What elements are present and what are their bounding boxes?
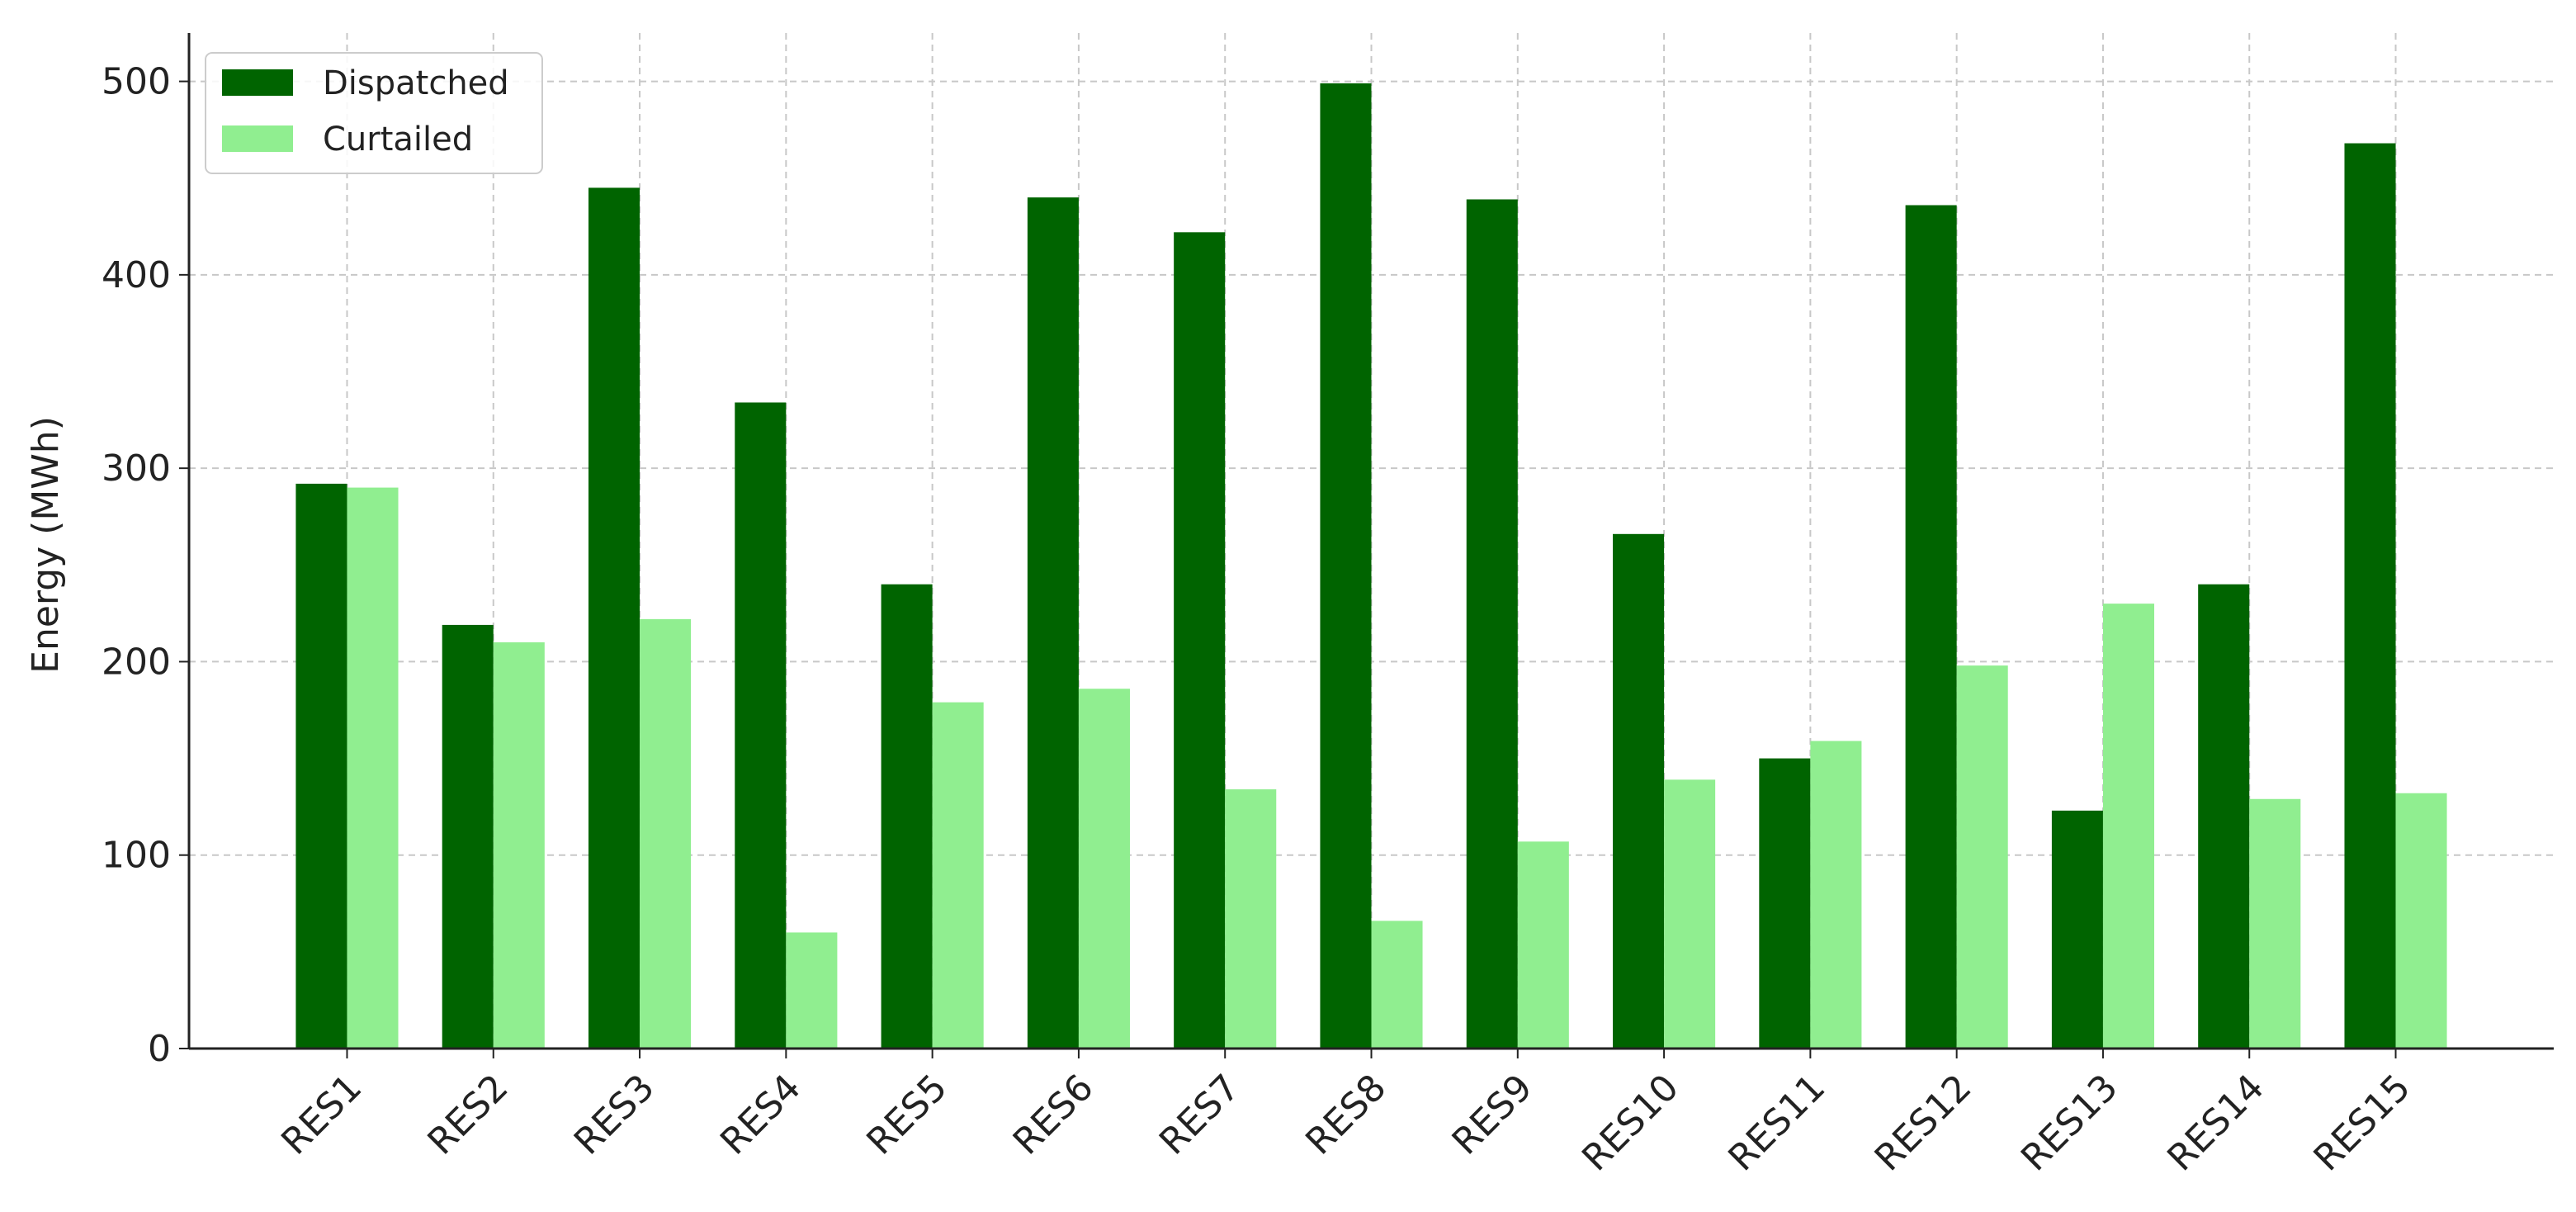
- bar: [1613, 533, 1665, 1049]
- legend-swatch: [222, 125, 293, 152]
- y-tick-label: 300: [102, 447, 171, 490]
- bar: [1225, 789, 1277, 1049]
- bar: [1664, 779, 1716, 1049]
- bar: [1810, 741, 1862, 1049]
- bar: [1517, 841, 1569, 1049]
- x-tick-label: RES11: [1720, 1067, 1833, 1180]
- bar: [1320, 83, 1372, 1049]
- bar: [1905, 205, 1957, 1049]
- bar: [588, 187, 640, 1049]
- y-tick-label: 0: [148, 1028, 171, 1070]
- bar: [2198, 584, 2250, 1049]
- bar: [1466, 199, 1518, 1049]
- bar: [2344, 143, 2396, 1049]
- bar: [493, 642, 545, 1049]
- bar: [2051, 810, 2103, 1049]
- y-tick-label: 500: [102, 61, 171, 103]
- y-tick-label: 100: [102, 835, 171, 877]
- x-tick-label: RES12: [1867, 1067, 1980, 1180]
- x-tick-label: RES1: [273, 1067, 370, 1163]
- x-tick-label: RES4: [712, 1067, 809, 1163]
- bar: [735, 402, 787, 1049]
- x-tick-label: RES3: [566, 1067, 663, 1163]
- x-tick-label: RES10: [1574, 1067, 1687, 1180]
- bar: [2249, 798, 2301, 1049]
- x-tick-label: RES13: [2013, 1067, 2126, 1180]
- bar: [1956, 665, 2008, 1049]
- x-tick-label: RES9: [1444, 1067, 1541, 1163]
- x-tick-label: RES2: [420, 1067, 517, 1163]
- bar: [640, 618, 692, 1049]
- x-tick-label: RES7: [1151, 1067, 1248, 1163]
- bar: [1174, 232, 1226, 1049]
- bar: [932, 702, 984, 1049]
- bar: [2395, 793, 2447, 1049]
- legend-label: Curtailed: [323, 121, 473, 159]
- bar: [786, 932, 838, 1049]
- legend-swatch: [222, 69, 293, 96]
- y-tick-label: 400: [102, 254, 171, 296]
- bar: [881, 584, 933, 1049]
- bar: [2102, 604, 2154, 1049]
- x-tick-label: RES6: [1005, 1067, 1102, 1163]
- bar: [1027, 197, 1079, 1049]
- bar: [442, 624, 494, 1049]
- x-tick-label: RES15: [2306, 1067, 2419, 1180]
- bar: [347, 487, 399, 1049]
- bar: [295, 483, 347, 1049]
- x-tick-label: RES14: [2159, 1067, 2272, 1180]
- x-tick-label: RES5: [859, 1067, 956, 1163]
- bar: [1078, 689, 1130, 1049]
- x-tick-label: RES8: [1297, 1067, 1394, 1163]
- y-tick-label: 200: [102, 641, 171, 683]
- bar: [1371, 921, 1423, 1049]
- bar: [1759, 758, 1811, 1049]
- y-axis-label: Energy (MWh): [25, 416, 67, 674]
- legend-label: Dispatched: [323, 64, 509, 102]
